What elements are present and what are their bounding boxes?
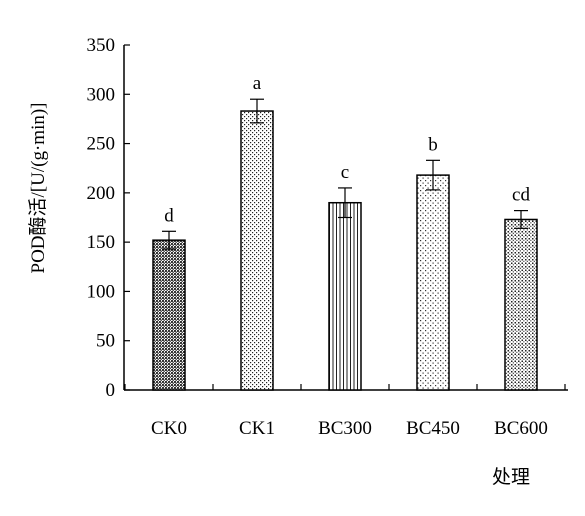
significance-label: cd xyxy=(512,185,530,206)
y-tick-label: 250 xyxy=(87,134,116,155)
y-tick-label: 300 xyxy=(87,84,116,105)
significance-label: d xyxy=(164,205,174,226)
bar-ck1 xyxy=(240,110,274,391)
bar-ck0 xyxy=(152,239,186,391)
x-tick-label: CK1 xyxy=(239,418,275,439)
y-axis-title: POD酶活/[U/(g·min)] xyxy=(27,103,49,274)
y-tick-label: 200 xyxy=(87,183,116,204)
bar-bc600 xyxy=(504,218,538,391)
y-tick-label: 50 xyxy=(96,331,115,352)
x-tick-label: BC600 xyxy=(494,418,548,439)
x-tick-label: BC300 xyxy=(318,418,372,439)
bar-bc450 xyxy=(416,174,450,391)
x-tick-label: BC450 xyxy=(406,418,460,439)
y-tick-label: 150 xyxy=(87,232,116,253)
bar-bc300 xyxy=(328,201,362,391)
y-tick-label: 100 xyxy=(87,281,116,302)
significance-label: b xyxy=(428,134,438,155)
plot-area: 0 50 100 150 200 250 300 350 d CK0 a CK1 c BC300 b BC45… xyxy=(87,35,568,439)
significance-label: a xyxy=(253,73,262,94)
significance-label: c xyxy=(341,162,349,183)
y-tick-label: 0 xyxy=(106,380,116,401)
y-tick-label: 350 xyxy=(87,35,116,56)
x-tick-label: CK0 xyxy=(151,418,187,439)
x-axis-title: 处理 xyxy=(492,466,530,488)
